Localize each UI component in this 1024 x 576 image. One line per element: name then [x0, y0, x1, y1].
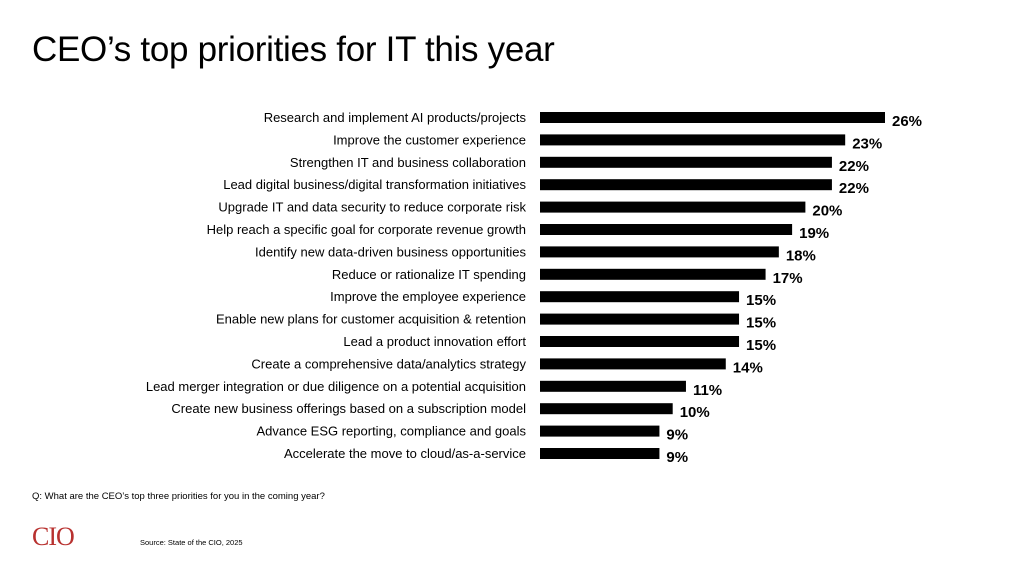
value-label: 14% [733, 359, 763, 376]
value-label: 19% [799, 225, 829, 242]
bar [540, 425, 660, 437]
category-label: Accelerate the move to cloud/as-a-servic… [284, 446, 526, 461]
value-label: 9% [666, 449, 688, 466]
bar [540, 201, 806, 213]
value-label: 22% [839, 180, 869, 197]
value-label: 20% [812, 203, 842, 220]
value-label: 10% [680, 404, 710, 421]
bar [540, 358, 726, 370]
category-label: Reduce or rationalize IT spending [332, 267, 526, 282]
category-label: Improve the customer experience [333, 132, 526, 147]
category-label: Strengthen IT and business collaboration [290, 155, 526, 170]
bar [540, 112, 885, 123]
bar [540, 403, 673, 415]
category-label: Create new business offerings based on a… [171, 401, 526, 416]
chart-title: CEO’s top priorities for IT this year [32, 30, 555, 69]
bar [540, 246, 779, 258]
bar [540, 156, 832, 168]
value-label: 11% [693, 382, 722, 399]
category-label: Enable new plans for customer acquisitio… [216, 312, 526, 327]
category-label: Create a comprehensive data/analytics st… [251, 356, 526, 371]
category-label: Lead a product innovation effort [343, 334, 526, 349]
category-label: Research and implement AI products/proje… [264, 110, 527, 125]
bar [540, 313, 740, 325]
value-label: 17% [773, 270, 803, 287]
value-label: 15% [746, 292, 776, 309]
bar [540, 336, 740, 347]
cio-logo: CIO [32, 522, 75, 551]
category-label: Lead merger integration or due diligence… [146, 379, 526, 394]
bar [540, 268, 766, 280]
value-label: 15% [746, 337, 776, 354]
value-label: 23% [852, 135, 882, 152]
value-label: 18% [786, 247, 816, 264]
category-label: Help reach a specific goal for corporate… [207, 222, 526, 237]
bar [540, 291, 740, 303]
category-label: Upgrade IT and data security to reduce c… [218, 200, 526, 215]
value-label: 26% [892, 113, 922, 130]
bar [540, 224, 793, 235]
source-note: Source: State of the CIO, 2025 [140, 538, 243, 547]
category-label: Identify new data-driven business opport… [255, 244, 526, 259]
category-label: Lead digital business/digital transforma… [223, 177, 526, 192]
bar [540, 448, 660, 459]
category-label: Improve the employee experience [330, 289, 526, 304]
value-label: 15% [746, 315, 776, 332]
value-label: 9% [666, 427, 688, 444]
category-label: Advance ESG reporting, compliance and go… [256, 424, 526, 439]
bar [540, 179, 832, 191]
bar [540, 380, 686, 392]
bar [540, 134, 846, 146]
survey-question: Q: What are the CEO’s top three prioriti… [32, 491, 325, 502]
value-label: 22% [839, 158, 869, 175]
